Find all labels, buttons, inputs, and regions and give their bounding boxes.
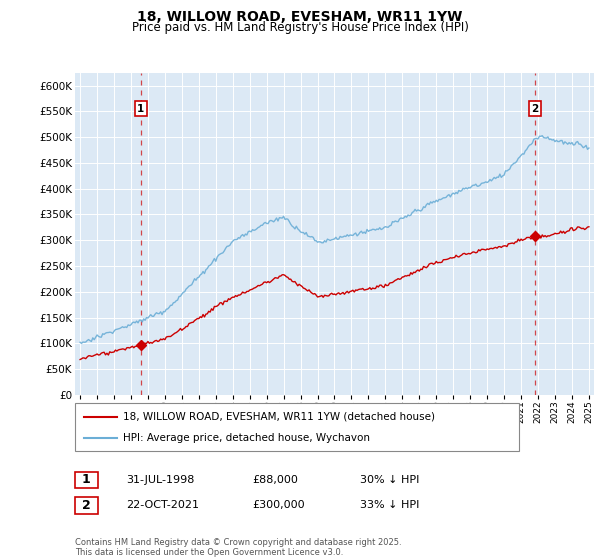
Text: 31-JUL-1998: 31-JUL-1998 [126, 475, 194, 485]
Text: Price paid vs. HM Land Registry's House Price Index (HPI): Price paid vs. HM Land Registry's House … [131, 21, 469, 34]
Text: 1: 1 [137, 104, 145, 114]
Text: Contains HM Land Registry data © Crown copyright and database right 2025.
This d: Contains HM Land Registry data © Crown c… [75, 538, 401, 557]
Text: 1: 1 [82, 473, 91, 487]
Text: 2: 2 [532, 104, 539, 114]
Text: HPI: Average price, detached house, Wychavon: HPI: Average price, detached house, Wych… [123, 433, 370, 443]
Text: 18, WILLOW ROAD, EVESHAM, WR11 1YW (detached house): 18, WILLOW ROAD, EVESHAM, WR11 1YW (deta… [123, 412, 435, 422]
Text: £88,000: £88,000 [252, 475, 298, 485]
Text: 18, WILLOW ROAD, EVESHAM, WR11 1YW: 18, WILLOW ROAD, EVESHAM, WR11 1YW [137, 10, 463, 24]
Text: £300,000: £300,000 [252, 500, 305, 510]
Text: 30% ↓ HPI: 30% ↓ HPI [360, 475, 419, 485]
Text: 2: 2 [82, 498, 91, 512]
Text: 22-OCT-2021: 22-OCT-2021 [126, 500, 199, 510]
Text: 33% ↓ HPI: 33% ↓ HPI [360, 500, 419, 510]
